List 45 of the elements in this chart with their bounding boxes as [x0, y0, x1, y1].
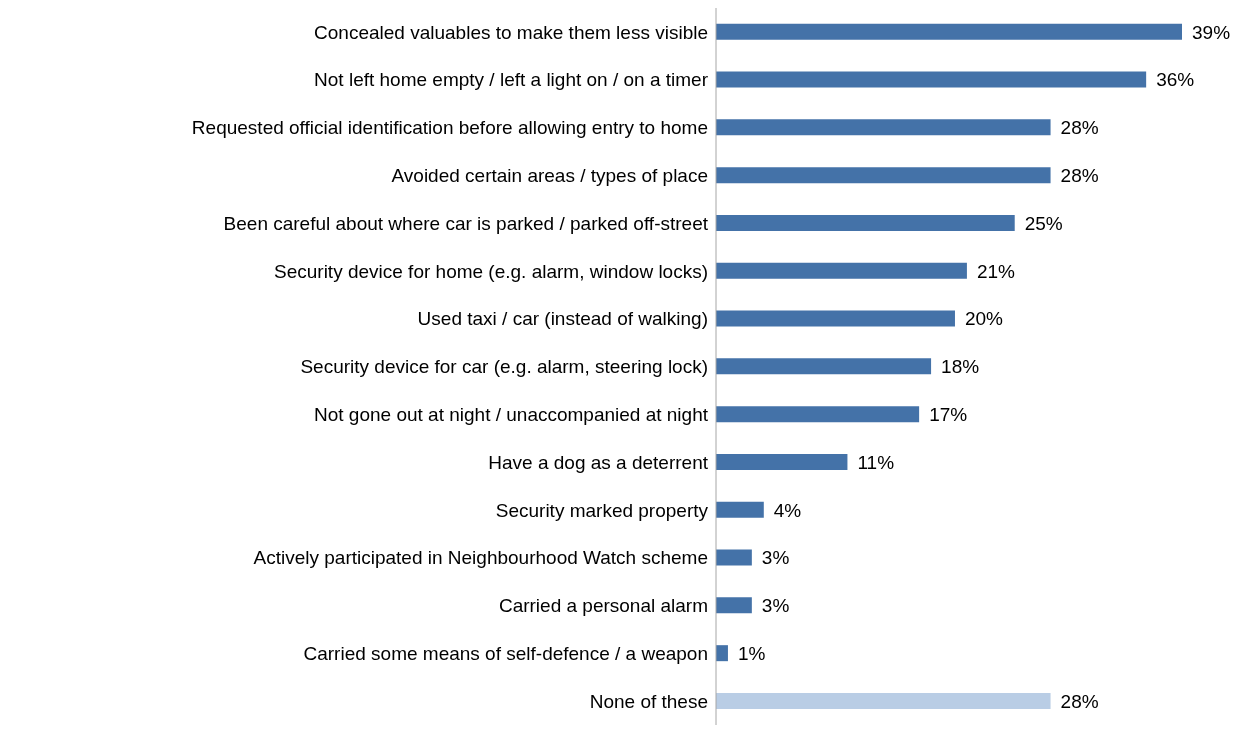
data-label: 20%	[964, 308, 1004, 330]
y-tick-label: Used taxi / car (instead of walking)	[417, 308, 708, 330]
bar	[716, 71, 1147, 88]
bar	[716, 23, 1182, 40]
data-label: 11%	[857, 451, 895, 473]
data-label: 18%	[941, 356, 980, 378]
y-tick-label: Security device for car (e.g. alarm, steering lock)	[300, 356, 708, 378]
y-tick-label: Actively participated in Neighbourhood Watch scheme	[253, 547, 708, 569]
data-label: 21%	[976, 260, 1016, 282]
bar	[716, 167, 1051, 184]
y-tick-label: Security device for home (e.g. alarm, window locks)	[274, 260, 708, 282]
data-label: 17%	[929, 403, 968, 425]
data-label: 3%	[761, 595, 790, 617]
data-label: 39%	[1192, 21, 1231, 43]
data-label: 1%	[737, 642, 766, 664]
bar	[716, 453, 848, 470]
bar	[716, 549, 752, 566]
y-tick-label: Concealed valuables to make them less visible	[314, 21, 708, 43]
y-tick-label: Not gone out at night / unaccompanied at night	[314, 404, 709, 426]
bar	[716, 597, 752, 614]
y-tick-label: Have a dog as a deterrent	[488, 451, 709, 473]
data-label: 28%	[1060, 164, 1099, 186]
data-label: 36%	[1156, 69, 1195, 91]
y-tick-label: Not left home empty / left a light on / on a timer	[314, 69, 709, 91]
bar	[716, 501, 764, 518]
bar	[716, 310, 955, 327]
y-tick-label: Requested official identification before allowing entry to home	[191, 117, 708, 139]
bar	[716, 358, 932, 375]
data-label: 25%	[1024, 212, 1063, 234]
bar	[716, 645, 728, 662]
y-tick-label: Avoided certain areas / types of place	[391, 165, 708, 187]
y-tick-label: None of these	[589, 690, 708, 712]
bar	[716, 119, 1051, 136]
data-label: 28%	[1060, 690, 1099, 712]
bar	[716, 406, 920, 423]
data-label: 3%	[761, 547, 790, 569]
data-label: 4%	[773, 499, 802, 521]
y-tick-label: Carried a personal alarm	[498, 595, 708, 617]
y-tick-label: Carried some means of self-defence / a weapon	[303, 643, 708, 665]
y-tick-label: Security marked property	[495, 499, 709, 521]
bar	[716, 262, 967, 279]
data-label: 28%	[1060, 117, 1099, 139]
bar	[716, 692, 1051, 709]
bar	[716, 214, 1015, 231]
y-tick-label: Been careful about where car is parked / parked off-street	[223, 212, 709, 234]
